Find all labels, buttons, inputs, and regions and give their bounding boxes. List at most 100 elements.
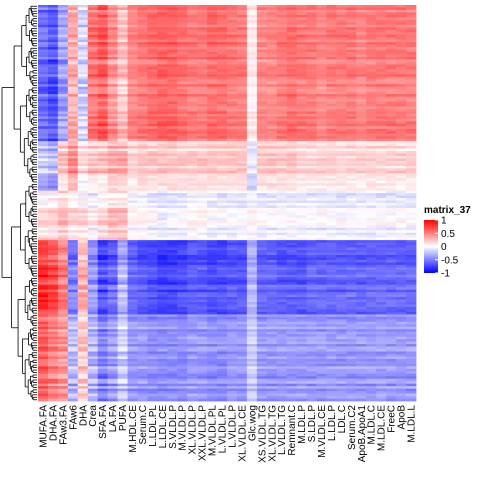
heatmap-cell — [177, 14, 188, 18]
heatmap-cell — [227, 222, 238, 226]
heatmap-cell — [177, 7, 188, 11]
heatmap-cell — [286, 158, 298, 162]
heatmap-cell — [346, 54, 357, 58]
heatmap-cell — [47, 217, 59, 221]
heatmap-cell — [197, 227, 208, 231]
heatmap-cell — [296, 71, 307, 75]
heatmap-cell — [306, 292, 317, 295]
heatmap-cell — [107, 7, 118, 11]
heatmap-cell — [336, 180, 347, 184]
heatmap-cell — [366, 225, 377, 229]
heatmap-cell — [207, 47, 218, 50]
heatmap-cell — [137, 274, 148, 278]
heatmap-cell — [57, 44, 69, 48]
heatmap-cell — [276, 200, 288, 204]
heatmap-cell — [157, 227, 168, 231]
heatmap-cell — [356, 5, 367, 8]
heatmap-cell — [67, 205, 79, 209]
heatmap-cell — [336, 17, 347, 21]
heatmap-cell — [256, 279, 268, 283]
heatmap-cell — [107, 111, 118, 115]
heatmap-cell — [87, 86, 99, 90]
heatmap-cell — [266, 193, 278, 196]
heatmap-cell — [306, 126, 317, 130]
heatmap-cell — [87, 121, 99, 125]
heatmap-cell — [396, 106, 407, 110]
heatmap-cell — [167, 44, 178, 48]
heatmap-cell — [47, 250, 59, 253]
heatmap-cell — [386, 64, 397, 68]
heatmap-cell — [38, 282, 49, 286]
heatmap-cell — [167, 188, 178, 192]
heatmap-cell — [38, 153, 49, 157]
heatmap-cell — [67, 185, 79, 189]
heatmap-cell — [296, 74, 307, 78]
heatmap-cell — [286, 49, 298, 53]
heatmap-cell — [286, 212, 298, 216]
heatmap-cell — [236, 116, 248, 120]
heatmap-cell — [47, 86, 59, 90]
heatmap-cell — [167, 252, 178, 256]
heatmap-cell — [197, 262, 208, 266]
heatmap-cell — [227, 7, 238, 11]
heatmap-cell — [306, 165, 317, 169]
heatmap-cell — [177, 198, 188, 201]
heatmap-cell — [366, 89, 377, 93]
heatmap-cell — [117, 180, 128, 184]
heatmap-cell — [187, 56, 198, 60]
heatmap-cell — [127, 180, 138, 184]
heatmap-cell — [227, 74, 238, 78]
heatmap-cell — [236, 141, 248, 145]
heatmap-cell — [276, 106, 288, 110]
heatmap-cell — [147, 188, 158, 192]
heatmap-cell — [306, 9, 317, 13]
heatmap-cell — [57, 27, 69, 31]
heatmap-cell — [57, 99, 69, 102]
heatmap-cell — [376, 104, 387, 107]
heatmap-cell — [38, 200, 49, 204]
heatmap-cell — [197, 163, 208, 167]
heatmap-cell — [286, 104, 298, 107]
heatmap-cell — [157, 54, 168, 58]
heatmap-cell — [336, 254, 347, 258]
heatmap-cell — [386, 254, 397, 258]
heatmap-cell — [87, 292, 99, 295]
heatmap-cell — [356, 259, 367, 263]
heatmap-cell — [346, 141, 357, 145]
heatmap-cell — [147, 64, 158, 68]
heatmap-cell — [356, 148, 367, 152]
heatmap-cell — [316, 247, 327, 251]
heatmap-cell — [147, 259, 158, 263]
heatmap-cell — [147, 195, 158, 199]
heatmap-cell — [167, 259, 178, 263]
heatmap-cell — [227, 180, 238, 184]
heatmap-cell — [47, 158, 59, 162]
heatmap-cell — [286, 262, 298, 266]
heatmap-cell — [276, 54, 288, 58]
heatmap-cell — [67, 252, 79, 256]
heatmap-cell — [227, 242, 238, 246]
heatmap-cell — [97, 274, 109, 278]
heatmap-cell — [57, 170, 69, 174]
heatmap-cell — [117, 200, 128, 204]
heatmap-cell — [376, 5, 387, 8]
heatmap-cell — [366, 22, 377, 26]
heatmap-cell — [97, 287, 109, 291]
heatmap-cell — [137, 141, 148, 145]
heatmap-cell — [336, 173, 347, 177]
heatmap-cell — [286, 17, 298, 21]
heatmap-cell — [236, 22, 248, 26]
heatmap-cell — [286, 118, 298, 122]
heatmap-cell — [227, 108, 238, 112]
heatmap-cell — [107, 47, 118, 50]
heatmap-cell — [127, 200, 138, 204]
heatmap-cell — [87, 27, 99, 31]
heatmap-cell — [346, 217, 357, 221]
heatmap-cell — [217, 7, 228, 11]
heatmap-cell — [276, 155, 288, 159]
heatmap-cell — [256, 180, 268, 184]
heatmap-cell — [386, 71, 397, 75]
heatmap-cell — [376, 118, 387, 122]
heatmap-cell — [376, 198, 387, 201]
heatmap-cell — [127, 292, 138, 295]
